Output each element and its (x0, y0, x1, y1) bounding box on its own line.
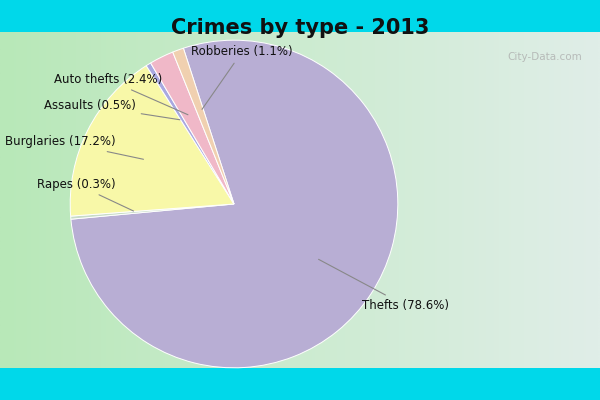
Text: Robberies (1.1%): Robberies (1.1%) (191, 45, 293, 109)
Text: Rapes (0.3%): Rapes (0.3%) (37, 178, 134, 211)
Wedge shape (146, 63, 234, 204)
Text: Crimes by type - 2013: Crimes by type - 2013 (171, 18, 429, 38)
Wedge shape (151, 52, 234, 204)
Text: Auto thefts (2.4%): Auto thefts (2.4%) (53, 73, 188, 115)
Wedge shape (173, 48, 234, 204)
Wedge shape (71, 40, 398, 368)
Wedge shape (70, 66, 234, 216)
Text: Burglaries (17.2%): Burglaries (17.2%) (5, 135, 143, 159)
Wedge shape (71, 204, 234, 219)
Text: Assaults (0.5%): Assaults (0.5%) (44, 99, 180, 120)
Text: Thefts (78.6%): Thefts (78.6%) (319, 259, 449, 312)
Text: City-Data.com: City-Data.com (507, 52, 582, 62)
